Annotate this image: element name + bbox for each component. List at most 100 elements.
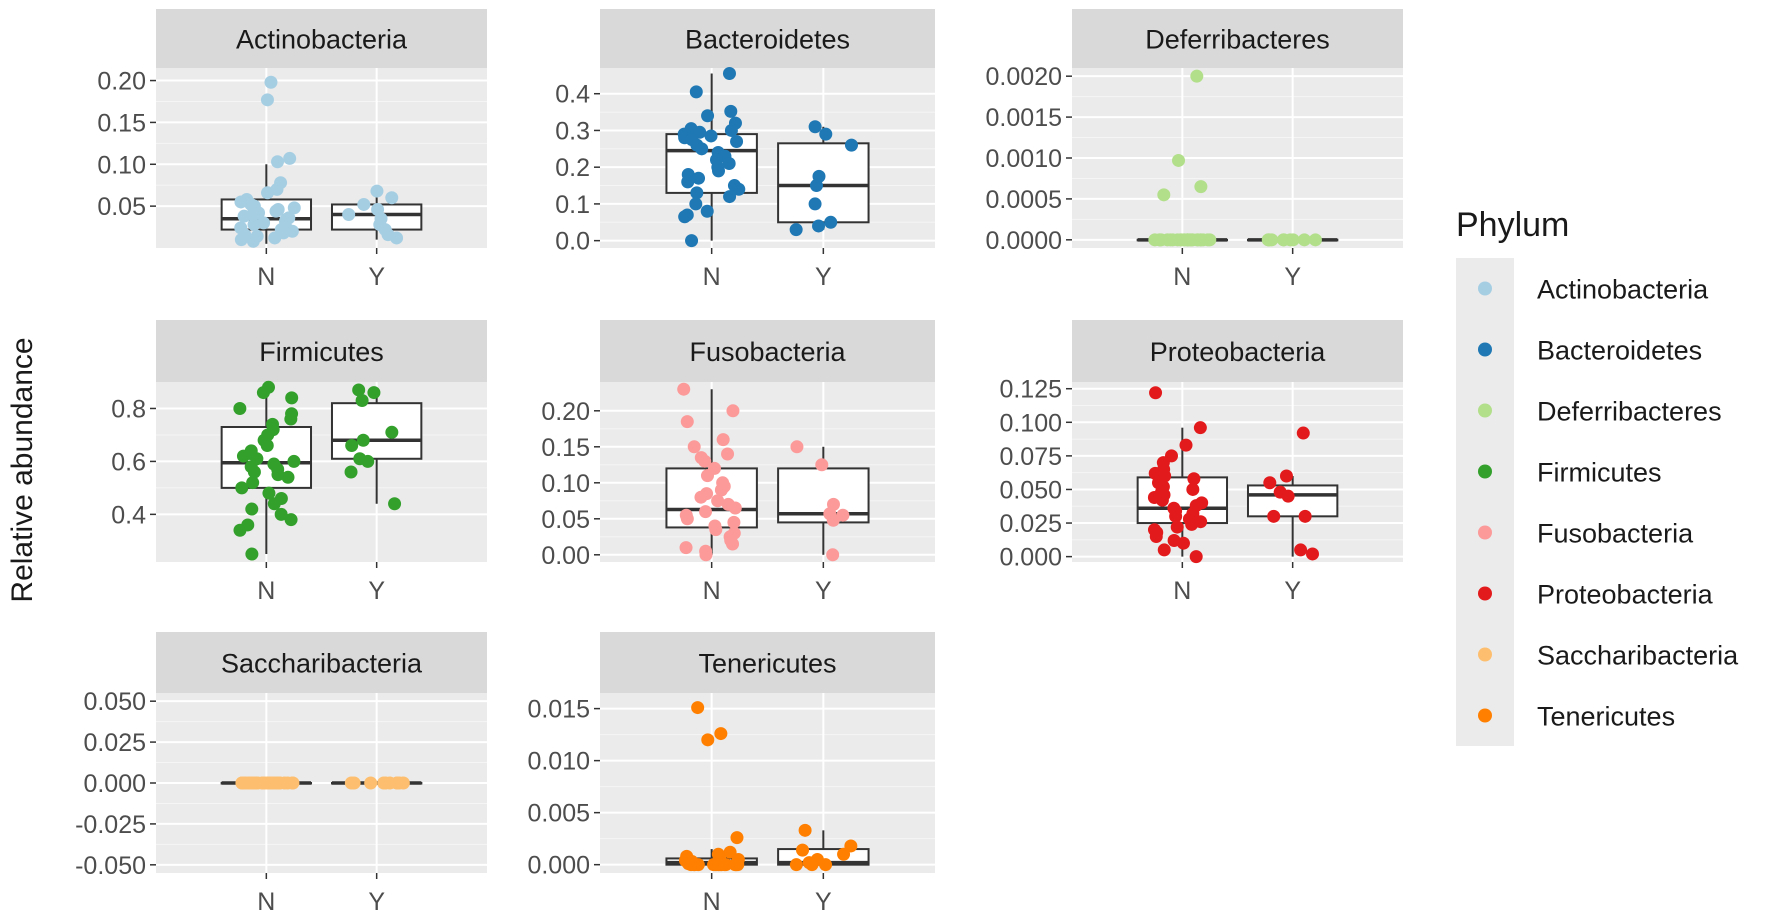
legend-label: Proteobacteria [1537,580,1714,610]
data-point [1176,536,1190,550]
data-point [826,513,840,527]
y-tick-label: 0.100 [999,409,1062,437]
data-point [726,404,740,418]
data-point [1149,529,1163,543]
y-tick-label: 0.010 [527,748,590,776]
data-point [1179,438,1193,452]
y-tick-label: 0.0020 [986,63,1062,91]
x-tick-label-y: Y [815,888,832,916]
panel-background-bacteroidetes [600,68,935,248]
y-tick-label: 0.125 [999,376,1062,404]
y-tick-label: 0.000 [83,770,146,798]
strip-label-bacteroidetes: Bacteroidetes [685,25,850,55]
box-iqr [330,402,423,460]
data-point [716,433,730,447]
data-point [689,85,703,99]
data-point [1297,233,1311,247]
data-point [732,182,746,196]
facet-panel-firmicutes: Firmicutes 0.4 0.6 0.8 N Y [111,320,487,605]
data-point [819,127,833,141]
data-point [261,186,275,200]
legend-item-deferribacteres: Deferribacteres [1478,397,1722,427]
data-point [1267,509,1281,523]
legend-label: Bacteroidetes [1537,336,1702,366]
data-point [796,843,810,857]
data-point [234,195,248,209]
data-point [1286,233,1300,247]
facet-panel-deferribacteres: Deferribacteres 0.0000 0.0005 0.0010 0.0015 0… [986,9,1403,291]
data-point [692,171,706,185]
data-point [268,231,282,245]
data-point [234,233,248,247]
legend-label: Actinobacteria [1537,275,1709,305]
data-point [1169,509,1183,523]
data-point [730,134,744,148]
data-point [256,386,270,400]
y-tick-label: 0.050 [999,476,1062,504]
data-point [711,494,725,508]
x-tick-label-n: N [1173,577,1191,605]
data-point [269,204,283,218]
legend-key-background [1456,258,1514,746]
strip-deferribacteres [1072,9,1403,68]
facet-panel-proteobacteria: Proteobacteria 0.000 0.025 0.050 0.075 0.100 0… [999,320,1403,605]
x-tick-label-n: N [703,577,721,605]
data-point [1294,543,1308,557]
data-point [1155,493,1169,507]
points-n [677,67,746,248]
points-n [1148,69,1217,247]
y-axis-label: Relative abundance [6,337,39,602]
data-point [721,447,735,461]
data-point [730,831,744,845]
data-point [390,231,404,245]
data-point [260,439,274,453]
points-y [790,440,850,562]
y-tick-label: 0.15 [541,434,590,462]
data-point [356,433,370,447]
data-point [388,497,402,511]
data-point [694,490,708,504]
data-point [722,157,736,171]
data-point [1157,188,1171,202]
x-tick-label-y: Y [815,263,832,291]
data-point [689,197,703,211]
points-n [235,776,300,790]
y-tick-label: 0.000 [527,852,590,880]
data-point [680,512,694,526]
legend-label: Deferribacteres [1537,397,1722,427]
strip-tenericutes [600,632,935,693]
strip-label-tenericutes: Tenericutes [698,649,836,679]
facet-panel-fusobacteria: Fusobacteria 0.00 0.05 0.10 0.15 0.20 N Y [541,320,935,605]
box-iqr [777,142,870,224]
data-point [245,547,259,561]
facet-panel-saccharibacteria: Saccharibacteria -0.050 -0.025 0.000 0.025 0.… [75,632,487,916]
legend-label: Firmicutes [1537,458,1662,488]
data-point [235,481,249,495]
y-tick-label: -0.025 [75,811,146,839]
data-point [678,210,692,224]
data-point [396,776,410,790]
points-n [233,380,301,561]
data-point [680,415,694,429]
legend-item-proteobacteria: Proteobacteria [1478,580,1714,610]
y-tick-label: 0.0 [555,228,590,256]
x-tick-label-n: N [703,888,721,916]
x-tick-label-n: N [257,577,275,605]
y-tick-label: 0.050 [83,688,146,716]
data-point [1194,180,1208,194]
y-tick-label: 0.005 [527,800,590,828]
y-tick-label: 0.025 [999,510,1062,538]
data-point [726,537,740,551]
data-point [233,523,247,537]
x-tick-label-n: N [1173,263,1191,291]
data-point [679,541,693,555]
data-point [690,186,704,200]
data-point [277,776,291,790]
y-tick-label: 0.10 [541,470,590,498]
legend-key [1478,647,1492,662]
data-point [247,218,261,232]
strip-label-saccharibacteria: Saccharibacteria [221,649,423,679]
data-point [236,449,250,463]
strip-label-deferribacteres: Deferribacteres [1145,25,1330,55]
y-tick-label: 0.05 [541,506,590,534]
